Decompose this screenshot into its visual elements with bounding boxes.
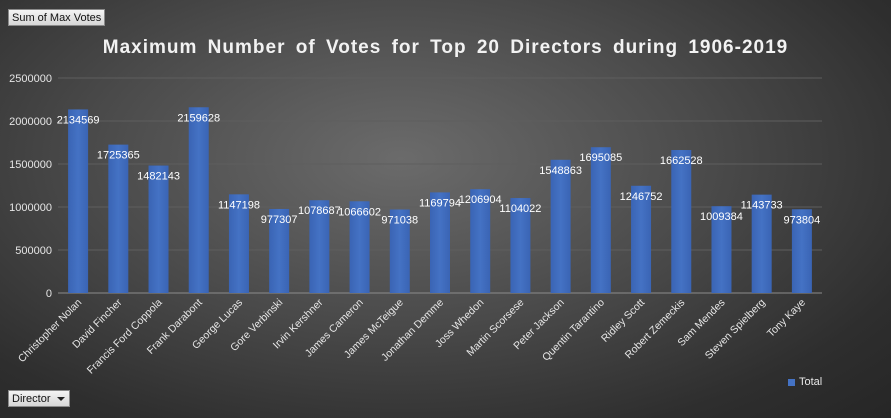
bar[interactable] [510,198,531,293]
legend: Total [788,376,822,388]
bar[interactable] [389,209,410,293]
bar[interactable] [550,159,571,293]
y-tick-label: 2000000 [9,116,52,128]
data-label: 1662528 [660,155,703,167]
bar[interactable] [228,194,249,293]
data-label: 1147198 [218,199,260,211]
values-field-button[interactable]: Sum of Max Votes [8,9,106,26]
data-label: 1725365 [97,150,140,162]
x-tick-label: Christopher Nolan [16,297,84,365]
director-filter-button[interactable]: Director [8,390,70,407]
x-tick-label: Francis Ford Coppola [85,297,165,377]
bar[interactable] [349,201,370,293]
legend-swatch [788,378,795,386]
data-label: 1695085 [579,152,622,164]
data-label: 1482143 [137,171,180,183]
bar[interactable] [430,192,450,293]
y-tick-label: 2500000 [9,73,52,85]
y-tick-label: 500000 [15,245,52,257]
bar[interactable] [751,194,772,293]
bar[interactable] [470,189,491,293]
bar[interactable] [188,107,209,293]
bar[interactable] [711,206,732,293]
data-labels: 2134569 1725365 1482143 2159628 114719897730… [57,112,821,226]
data-label: 1009384 [700,211,743,223]
director-filter-label: Director [12,393,51,405]
data-label: 971038 [381,214,418,226]
bar[interactable] [148,165,169,293]
data-label: 2134569 [57,114,100,126]
data-label: 1078687 [298,205,341,217]
y-tick-label: 1000000 [9,202,52,214]
chart-title: Maximum Number of Votes for Top 20 Direc… [102,37,789,58]
bar[interactable] [108,144,129,293]
bar[interactable] [68,109,89,293]
y-axis-ticks: 0 500000 1000000 1500000 2000000 2500000 [9,73,52,300]
data-label: 1104022 [499,203,541,215]
bars [68,107,812,293]
data-label: 1066602 [338,206,381,218]
legend-label: Total [799,376,823,388]
bar[interactable] [631,185,652,293]
bar[interactable] [269,208,290,293]
y-tick-label: 0 [46,288,52,300]
chevron-down-icon [56,397,65,401]
x-tick-label: Tony Kaye [765,297,808,340]
bar[interactable] [590,147,611,293]
data-label: 977307 [261,214,298,226]
data-label: 1548863 [539,165,582,177]
data-label: 1246752 [620,191,663,203]
y-tick-label: 1500000 [9,159,52,171]
data-label: 973804 [784,214,821,226]
data-label: 1206904 [459,194,502,206]
bar[interactable] [671,150,692,293]
bar[interactable] [309,200,330,293]
bar[interactable] [791,209,812,293]
data-label: 1143733 [741,200,783,212]
data-label: 1169794 [419,197,461,209]
data-label: 2159628 [177,112,220,124]
